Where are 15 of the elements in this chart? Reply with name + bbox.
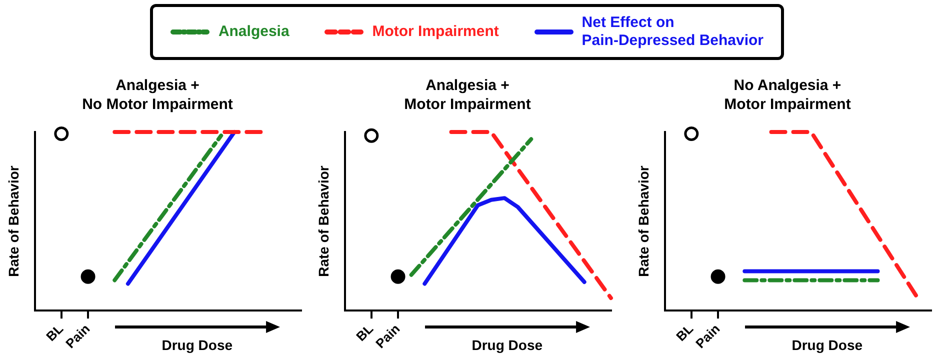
y-axis-title: Rate of Behavior bbox=[5, 165, 22, 277]
x-axis-title: Drug Dose bbox=[160, 336, 234, 353]
chart-title: No Analgesia + Motor Impairment bbox=[723, 76, 852, 114]
legend-label: Analgesia bbox=[218, 23, 290, 41]
x-axis-title: Drug Dose bbox=[470, 336, 544, 353]
chart-title: Analgesia + No Motor Impairment bbox=[81, 76, 234, 114]
y-axis-title: Rate of Behavior bbox=[315, 165, 332, 277]
x-tick-label: BL bbox=[673, 321, 696, 344]
y-axis-title: Rate of Behavior bbox=[635, 165, 652, 277]
x-tick-label: BL bbox=[353, 321, 376, 344]
legend-label: Net Effect on Pain-Depressed Behavior bbox=[582, 14, 764, 50]
x-axis-title: Drug Dose bbox=[790, 336, 864, 353]
legend-label: Motor Impairment bbox=[372, 23, 499, 41]
x-tick-label: BL bbox=[43, 321, 66, 344]
chart-title: Analgesia + Motor Impairment bbox=[403, 76, 532, 114]
